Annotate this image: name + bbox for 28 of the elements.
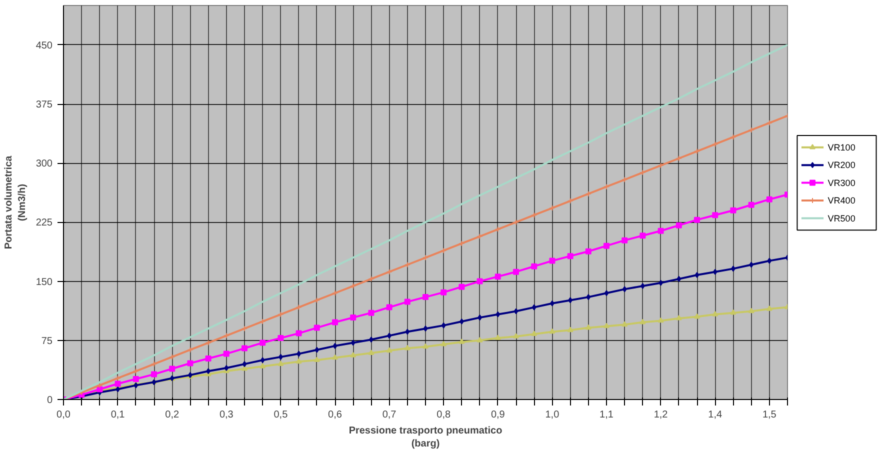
y-tick-label: 375 <box>36 100 53 110</box>
y-tick-label: 0 <box>46 395 53 406</box>
x-tick-label: 0,1 <box>110 410 126 420</box>
x-tick-label: 0,8 <box>436 410 451 420</box>
x-tick-label: 1,2 <box>654 410 668 420</box>
y-tick-label: 450 <box>36 40 53 52</box>
x-tick-label: 0,3 <box>219 410 234 420</box>
x-axis-title: Pressione trasporto pneumatico (barg) <box>348 426 502 450</box>
x-tick-label: 0,0 <box>56 410 71 420</box>
legend-label: VR100 <box>828 142 856 152</box>
x-tick-label: 1,1 <box>600 410 614 420</box>
legend-label: VR500 <box>828 213 856 224</box>
legend-label: VR300 <box>828 178 856 188</box>
y-tick-label: 150 <box>36 276 53 288</box>
x-tick-label: 0,5 <box>274 410 288 420</box>
x-tick-label: 1,0 <box>545 410 560 420</box>
x-tick-label: 1,5 <box>762 410 777 420</box>
y-tick-label: 75 <box>41 336 53 347</box>
y-tick-label: 300 <box>36 158 53 170</box>
x-tick-label: 0,7 <box>382 410 397 420</box>
x-tick-label: 0,2 <box>165 410 180 420</box>
x-tick-label: 0,6 <box>328 410 342 420</box>
legend-label: VR400 <box>828 196 856 206</box>
legend-label: VR200 <box>828 160 856 170</box>
x-tick-label: 0,9 <box>490 410 506 420</box>
y-tick-label: 225 <box>36 218 53 229</box>
x-tick-label: 1,4 <box>708 410 722 420</box>
y-axis-title: Portata volumetrica (Nm3/h) <box>4 155 28 250</box>
